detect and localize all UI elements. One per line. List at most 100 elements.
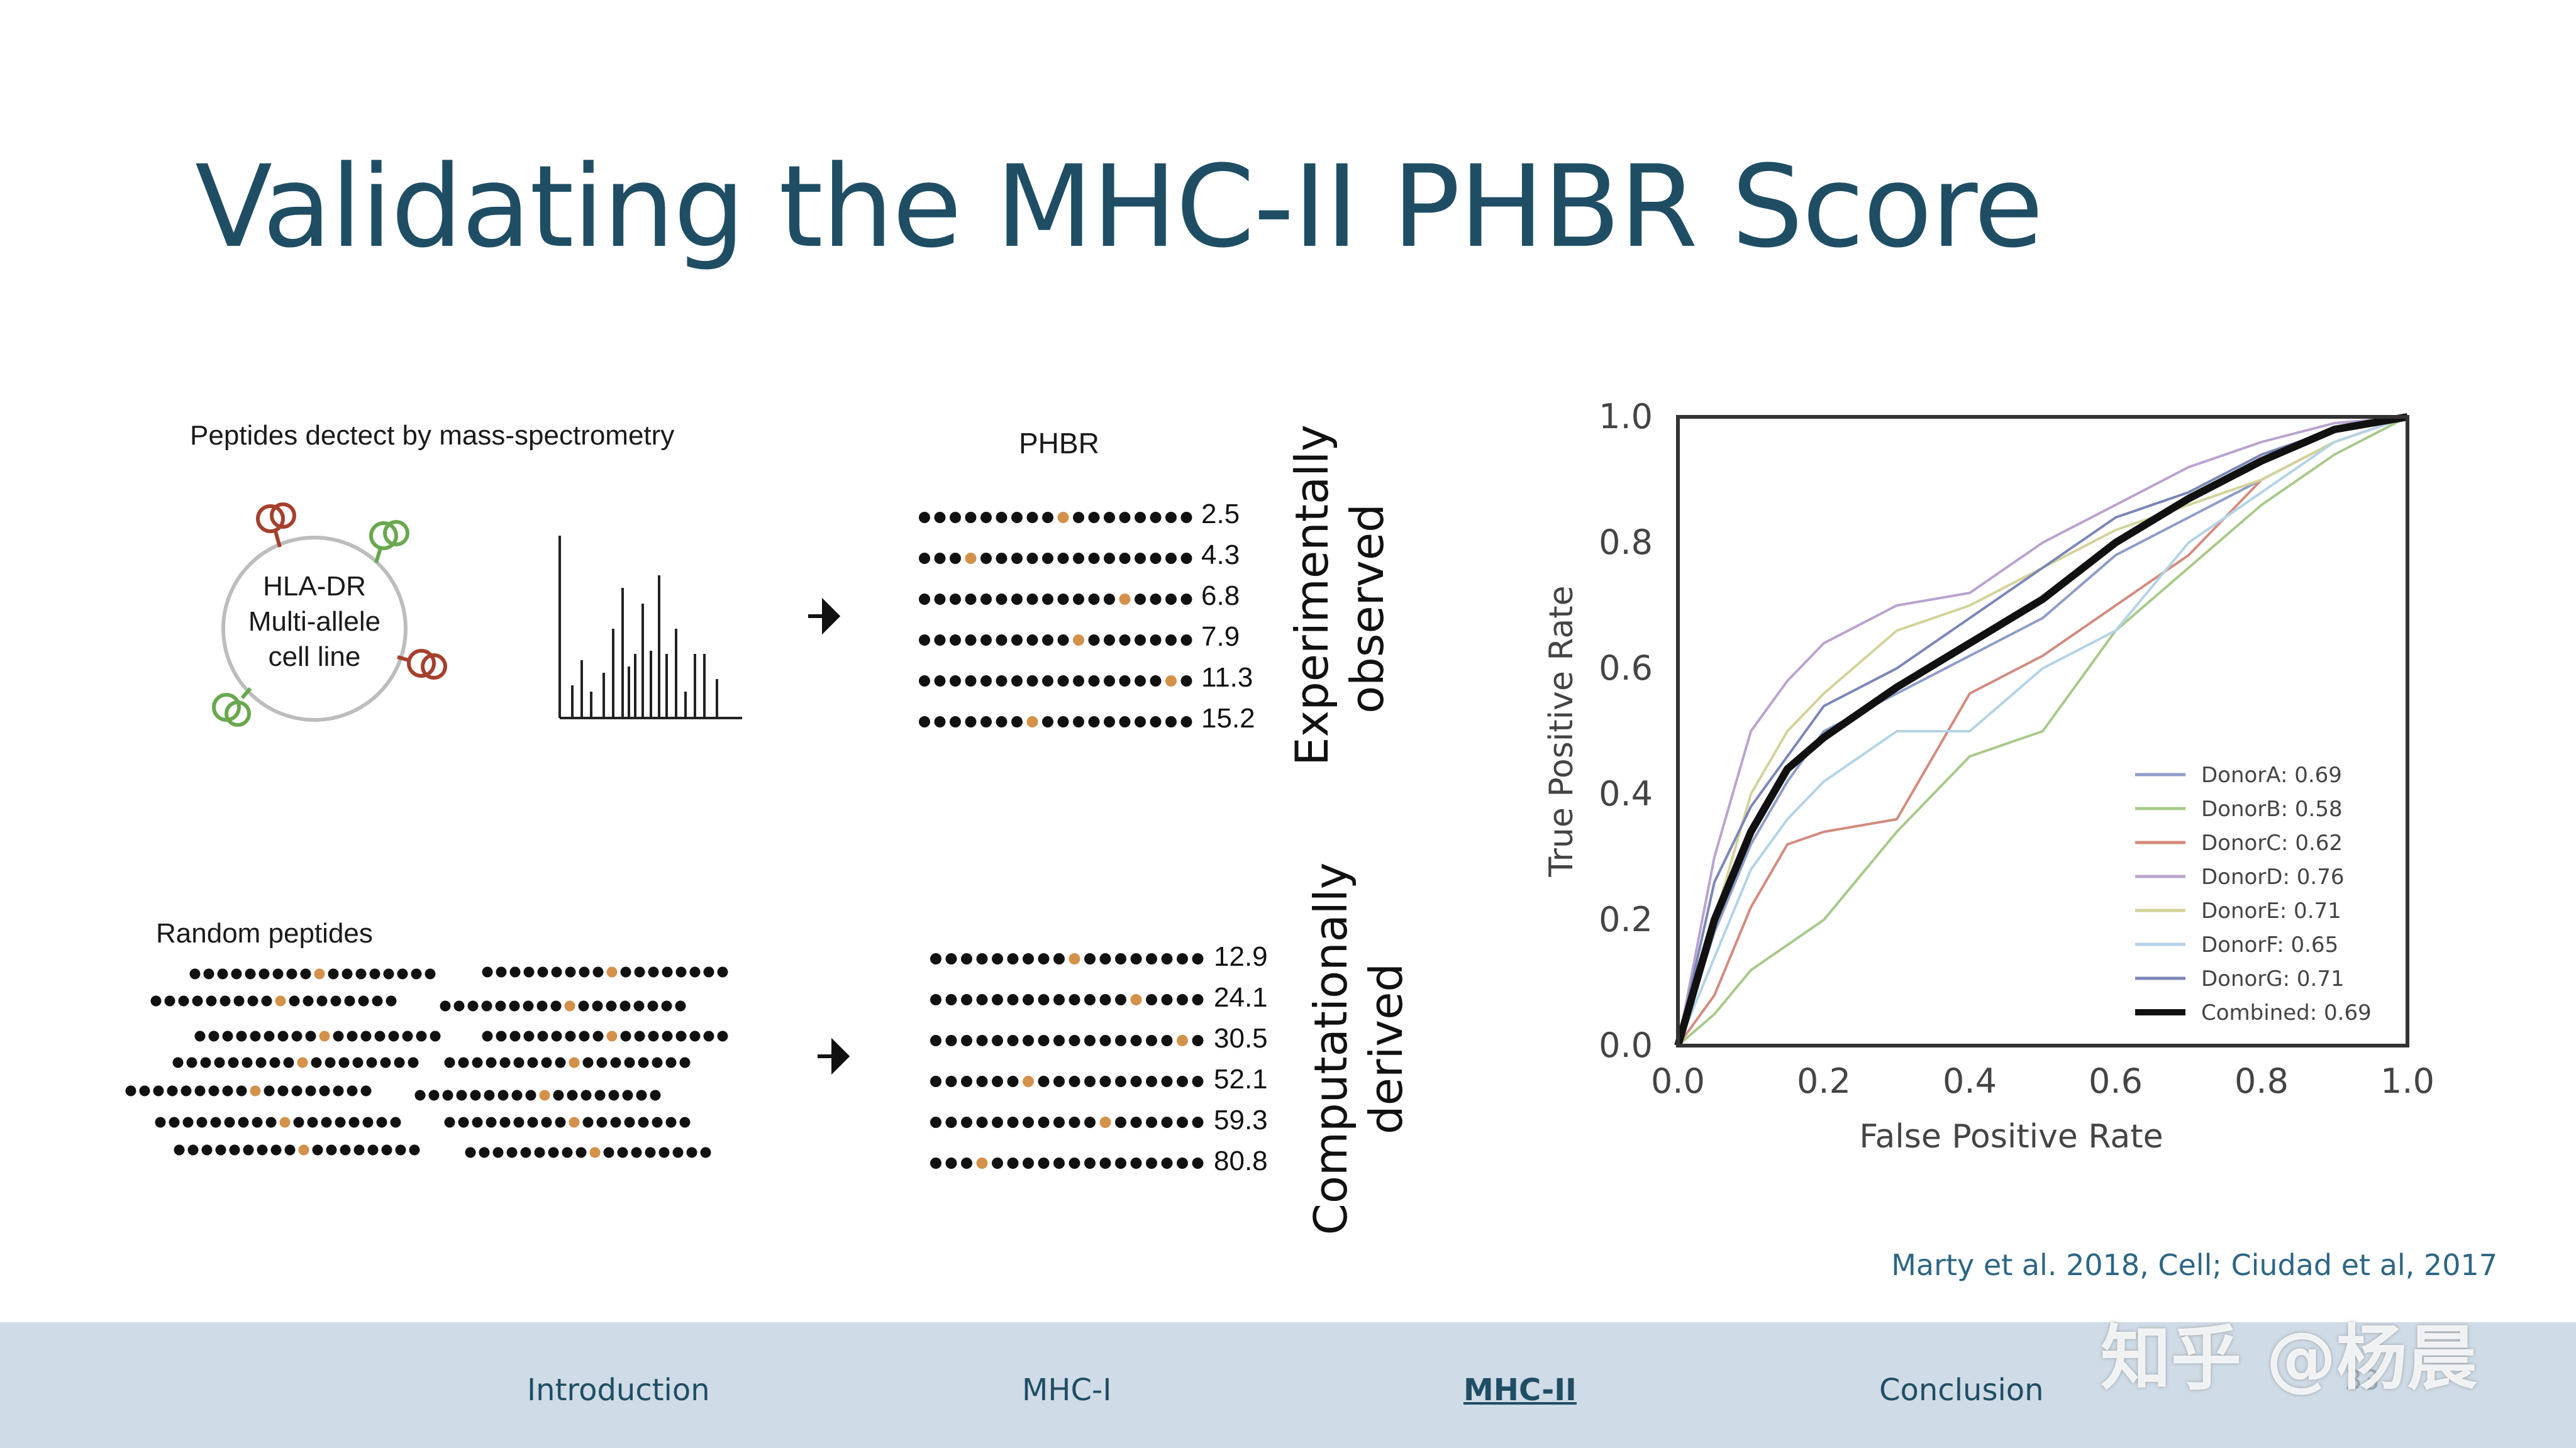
peptide-dot (992, 1117, 1003, 1128)
peptide-dot (930, 994, 941, 1005)
peptide-row (189, 968, 436, 980)
observed-score: 4.3 (1201, 539, 1240, 570)
peptide-dot (321, 1117, 332, 1128)
nav-introduction[interactable]: Introduction (527, 1373, 710, 1408)
peptide-dot (1073, 634, 1084, 646)
peptide-dot (930, 1158, 941, 1169)
peptide-dot (1057, 553, 1069, 564)
peptide-dot (1042, 675, 1053, 687)
peptide-row (919, 675, 1192, 687)
peptide-dot (1150, 512, 1162, 523)
peptide-dot (155, 1117, 166, 1128)
peptide-row (150, 995, 397, 1007)
peptide-dot (996, 634, 1008, 646)
roc-series-line (1677, 416, 2408, 1046)
peptide-dot (1119, 716, 1131, 727)
peptide-dot (499, 1057, 511, 1068)
peptide-dot (992, 953, 1003, 964)
nav-mhc-ii[interactable]: MHC-II (1463, 1373, 1577, 1408)
peptide-dot (139, 1085, 150, 1097)
peptide-dot (1099, 994, 1111, 1005)
peptide-dot (631, 1147, 642, 1158)
peptide-dot (1115, 1117, 1126, 1128)
observed-score: 15.2 (1201, 703, 1255, 734)
peptide-dot (458, 1117, 469, 1128)
observed-score: 7.9 (1201, 621, 1240, 652)
nav-mhc-i[interactable]: MHC-I (1022, 1373, 1112, 1408)
peptide-dot (1053, 994, 1065, 1005)
peptide-dot (1073, 716, 1084, 727)
peptide-dot (1135, 716, 1146, 727)
peptide-dot (1038, 1158, 1050, 1169)
peptide-dot (293, 1117, 304, 1128)
peptide-dot (1165, 634, 1177, 646)
peptide-dot (523, 1000, 534, 1012)
x-tick-label: 0.4 (1943, 1061, 1997, 1101)
legend-label: DonorA: 0.69 (2201, 763, 2342, 788)
peptide-dot (945, 1076, 957, 1087)
peptide-dot (592, 1031, 604, 1042)
peptide-dot (638, 1117, 649, 1128)
peptide-dot (672, 1147, 684, 1158)
peptide-dot (565, 966, 576, 978)
peptide-dot (919, 553, 930, 564)
peptide-dot (1104, 594, 1115, 605)
peptide-dot (1011, 634, 1023, 646)
peptide-dot (1073, 512, 1084, 523)
peptide-dot (665, 1057, 677, 1068)
derived-score: 52.1 (1214, 1064, 1268, 1095)
peptide-dot (428, 1090, 440, 1101)
peptide-row (930, 1076, 1204, 1087)
page-number: 33 (2345, 1364, 2380, 1396)
peptide-dot (551, 1031, 562, 1042)
peptide-dot (1115, 994, 1126, 1005)
peptide-row (482, 966, 728, 978)
peptide-row (444, 1117, 691, 1128)
peptide-dot (335, 1117, 346, 1128)
peptide-dot (1026, 512, 1038, 523)
peptide-dot (479, 1147, 490, 1158)
peptide-dot (509, 966, 521, 978)
peptide-dot (1177, 1158, 1188, 1169)
peptide-dot (1084, 1035, 1096, 1046)
peptide-row (919, 594, 1192, 605)
peptide-dot (201, 1144, 213, 1156)
x-tick-label: 1.0 (2380, 1061, 2434, 1101)
peptide-dot (679, 1057, 691, 1068)
peptide-dot (297, 1057, 308, 1068)
peptide-dot (534, 1147, 545, 1158)
peptide-dot (1130, 1035, 1142, 1046)
peptide-dot (636, 1090, 647, 1101)
peptide-dot (1023, 953, 1034, 964)
peptide-dot (228, 1057, 239, 1068)
peptide-dot (1069, 1076, 1080, 1087)
peptide-dot (513, 1117, 525, 1128)
peptide-dot (527, 1057, 538, 1068)
peptide-dot (286, 968, 297, 980)
derived-score: 30.5 (1214, 1023, 1268, 1054)
peptide-dot (703, 1031, 714, 1042)
peptide-dot (661, 1000, 672, 1012)
peptide-dot (950, 553, 961, 564)
peptide-dot (1192, 1076, 1204, 1087)
peptide-dot (523, 1031, 535, 1042)
peptide-dot (298, 1144, 309, 1156)
peptide-row (194, 1031, 441, 1042)
peptide-dot (257, 1144, 268, 1156)
nav-conclusion[interactable]: Conclusion (1879, 1373, 2044, 1408)
peptide-dot (458, 1057, 469, 1068)
watermark: 知乎 @杨晨 (2101, 1318, 2477, 1400)
peptide-dot (1130, 1076, 1142, 1087)
peptide-dot (976, 953, 988, 964)
peptide-dot (658, 1147, 670, 1158)
peptide-dot (596, 1117, 608, 1128)
peptide-dot (589, 1147, 601, 1158)
peptide-dot (283, 1057, 294, 1068)
peptide-dot (194, 1085, 206, 1097)
peptide-dot (1088, 512, 1100, 523)
peptide-dot (1057, 675, 1069, 687)
peptide-dot (934, 594, 946, 605)
peptide-dot (203, 968, 214, 980)
mass-spectrum-icon (558, 536, 742, 719)
peptide-dot (150, 995, 162, 1007)
